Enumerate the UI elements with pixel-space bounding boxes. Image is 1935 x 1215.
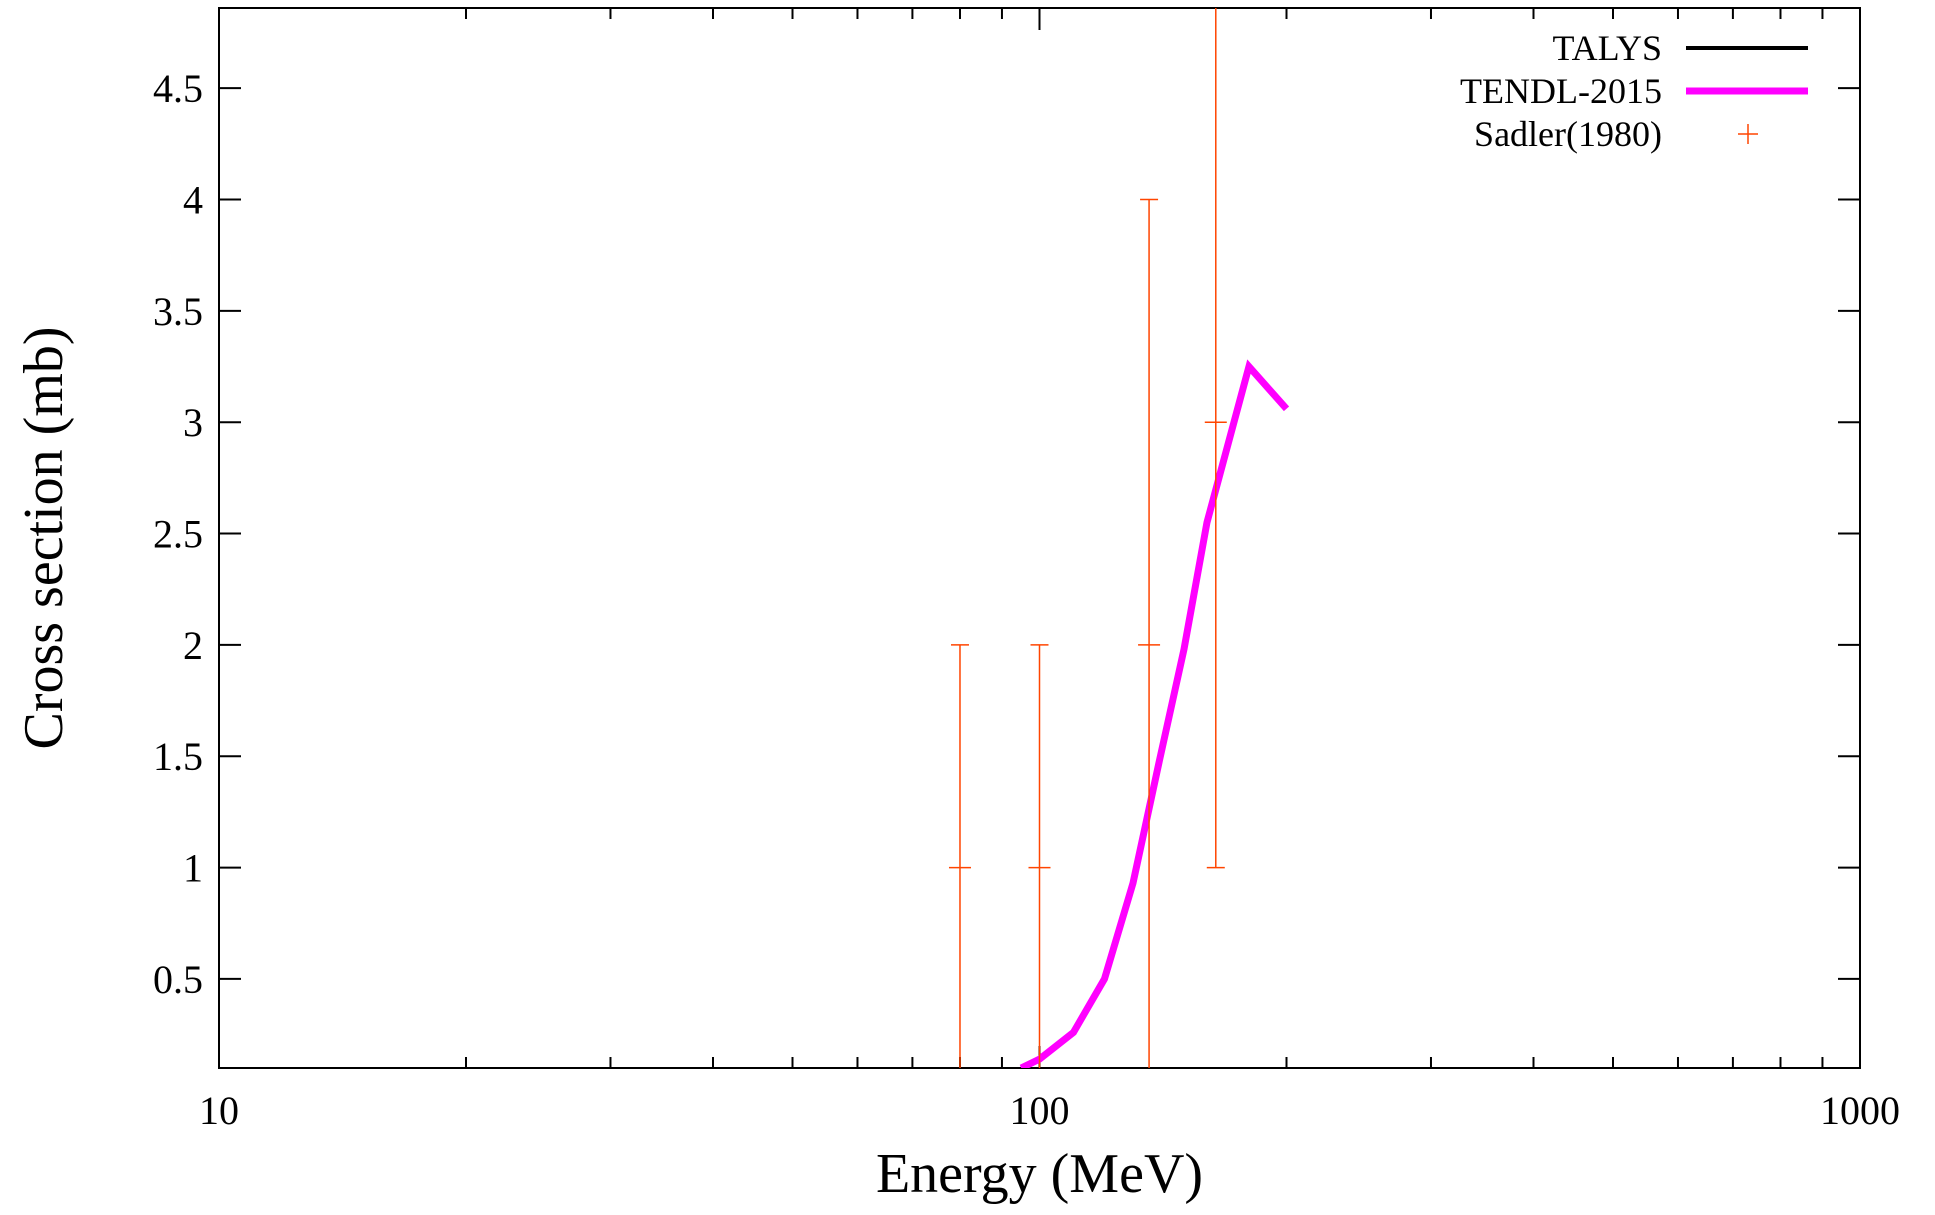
y-axis-title: Cross section (mb) <box>13 326 75 749</box>
x-tick-label: 100 <box>1010 1088 1070 1133</box>
x-tick-label: 1000 <box>1820 1088 1900 1133</box>
y-tick-label: 4.5 <box>153 66 203 111</box>
y-tick-label: 2.5 <box>153 512 203 557</box>
y-tick-label: 3.5 <box>153 289 203 334</box>
y-tick-label: 4 <box>183 178 203 223</box>
sadler-data-point <box>1028 644 1051 1068</box>
legend-label: Sadler(1980) <box>1474 114 1662 154</box>
y-tick-label: 1 <box>183 846 203 891</box>
y-tick-label: 1.5 <box>153 734 203 779</box>
x-axis-title: Energy (MeV) <box>876 1143 1203 1205</box>
legend-label: TENDL-2015 <box>1460 71 1662 111</box>
series-line-tendl-2015 <box>1019 359 1290 1068</box>
y-tick-label: 0.5 <box>153 957 203 1002</box>
sadler-data-point <box>1138 198 1161 1068</box>
sadler-data-point <box>1204 8 1227 869</box>
x-tick-label: 10 <box>199 1088 239 1133</box>
y-tick-label: 2 <box>183 623 203 668</box>
axis-ticks: 10 100 1000 0.5 1 1.5 2 2.5 3 3.5 4 4.5 <box>153 8 1900 1133</box>
sadler-data-point <box>948 644 971 1068</box>
legend-label: TALYS <box>1552 28 1662 68</box>
y-tick-label: 3 <box>183 400 203 445</box>
data-layer <box>948 8 1290 1068</box>
